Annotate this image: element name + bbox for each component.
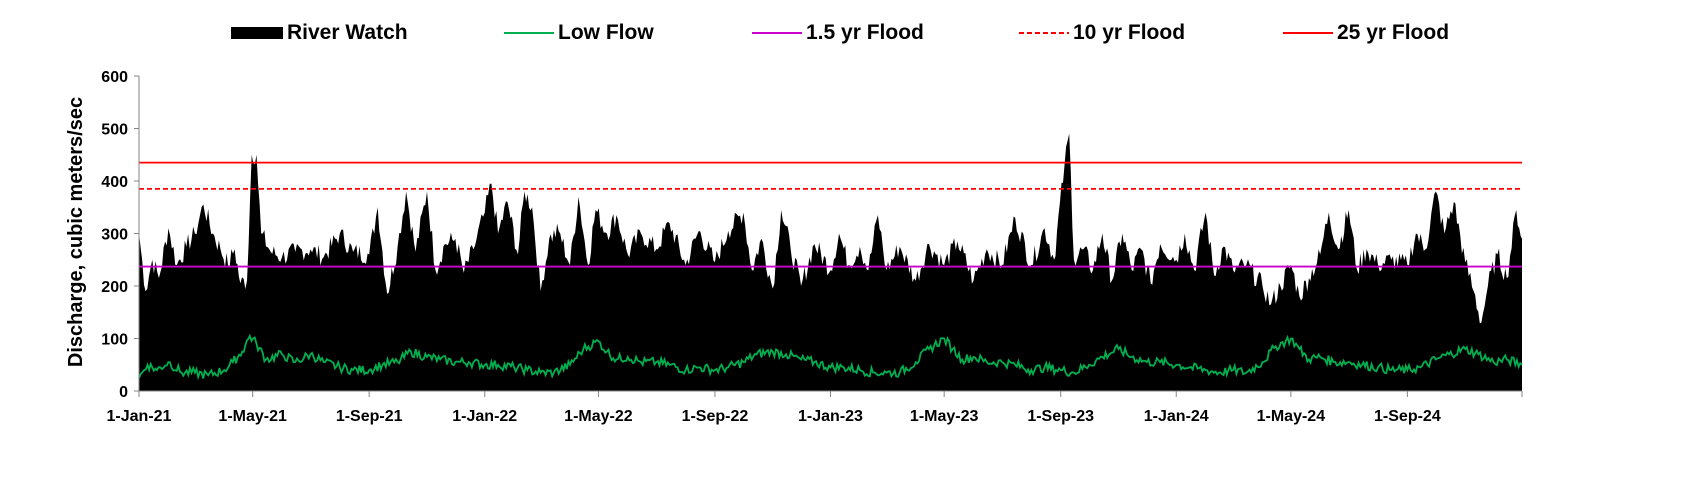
y-tick-label-100: 100 [101, 332, 128, 349]
legend-label-10yr-flood: 10 yr Flood [1073, 21, 1186, 44]
x-tick-label-1-sep-21: 1-Sep-21 [336, 408, 403, 425]
axes: 0 100 200 300 400 500 600 1-Jan-21 1-May-21 1-Sep… [101, 69, 1523, 425]
legend-item-10yr-flood: 10 yr Flood [1019, 18, 1185, 48]
y-tick-label-500: 500 [101, 122, 128, 139]
y-tick-label-600: 600 [101, 69, 128, 86]
legend-swatch-10yr-flood [1019, 32, 1069, 34]
legend-item-25yr-flood: 25 yr Flood [1283, 18, 1449, 48]
legend-label-1-5yr-flood: 1.5 yr Flood [806, 21, 924, 44]
legend-item-low-flow: Low Flow [504, 18, 654, 48]
y-tick-label-300: 300 [101, 227, 128, 244]
y-tick-label-400: 400 [101, 174, 128, 191]
x-tick-label-1-jan-21: 1-Jan-21 [107, 408, 172, 425]
x-tick-label-1-jan-24: 1-Jan-24 [1144, 408, 1209, 425]
x-tick-label-1-may-21: 1-May-21 [218, 408, 287, 425]
legend-swatch-25yr-flood [1283, 32, 1333, 34]
legend-swatch-river-watch [231, 27, 283, 39]
y-axis-title: Discharge, cubic meters/sec [65, 97, 87, 367]
series-area-river-watch [139, 133, 1522, 392]
x-tick-label-1-may-22: 1-May-22 [564, 408, 633, 425]
legend-item-river-watch: River Watch [231, 18, 408, 48]
chart-legend: River Watch Low Flow 1.5 yr Flood 10 yr … [0, 18, 1708, 48]
x-tick-label-1-sep-22: 1-Sep-22 [682, 408, 749, 425]
plot-area [138, 133, 1523, 392]
legend-label-low-flow: Low Flow [558, 21, 654, 44]
x-tick-label-1-jan-23: 1-Jan-23 [798, 408, 863, 425]
y-tick-label-200: 200 [101, 279, 128, 296]
legend-item-1-5yr-flood: 1.5 yr Flood [752, 18, 924, 48]
y-tick-label-0: 0 [119, 384, 128, 401]
x-tick-label-1-may-23: 1-May-23 [910, 408, 979, 425]
legend-swatch-1-5yr-flood [752, 32, 802, 34]
x-tick-label-1-sep-24: 1-Sep-24 [1374, 408, 1441, 425]
x-tick-label-1-sep-23: 1-Sep-23 [1027, 408, 1094, 425]
x-tick-label-1-may-24: 1-May-24 [1257, 408, 1326, 425]
legend-label-25yr-flood: 25 yr Flood [1337, 21, 1450, 44]
x-tick-label-1-jan-22: 1-Jan-22 [452, 408, 517, 425]
legend-swatch-low-flow [504, 32, 554, 34]
series-line-low-flow [138, 333, 1523, 381]
legend-label-river-watch: River Watch [287, 21, 408, 44]
